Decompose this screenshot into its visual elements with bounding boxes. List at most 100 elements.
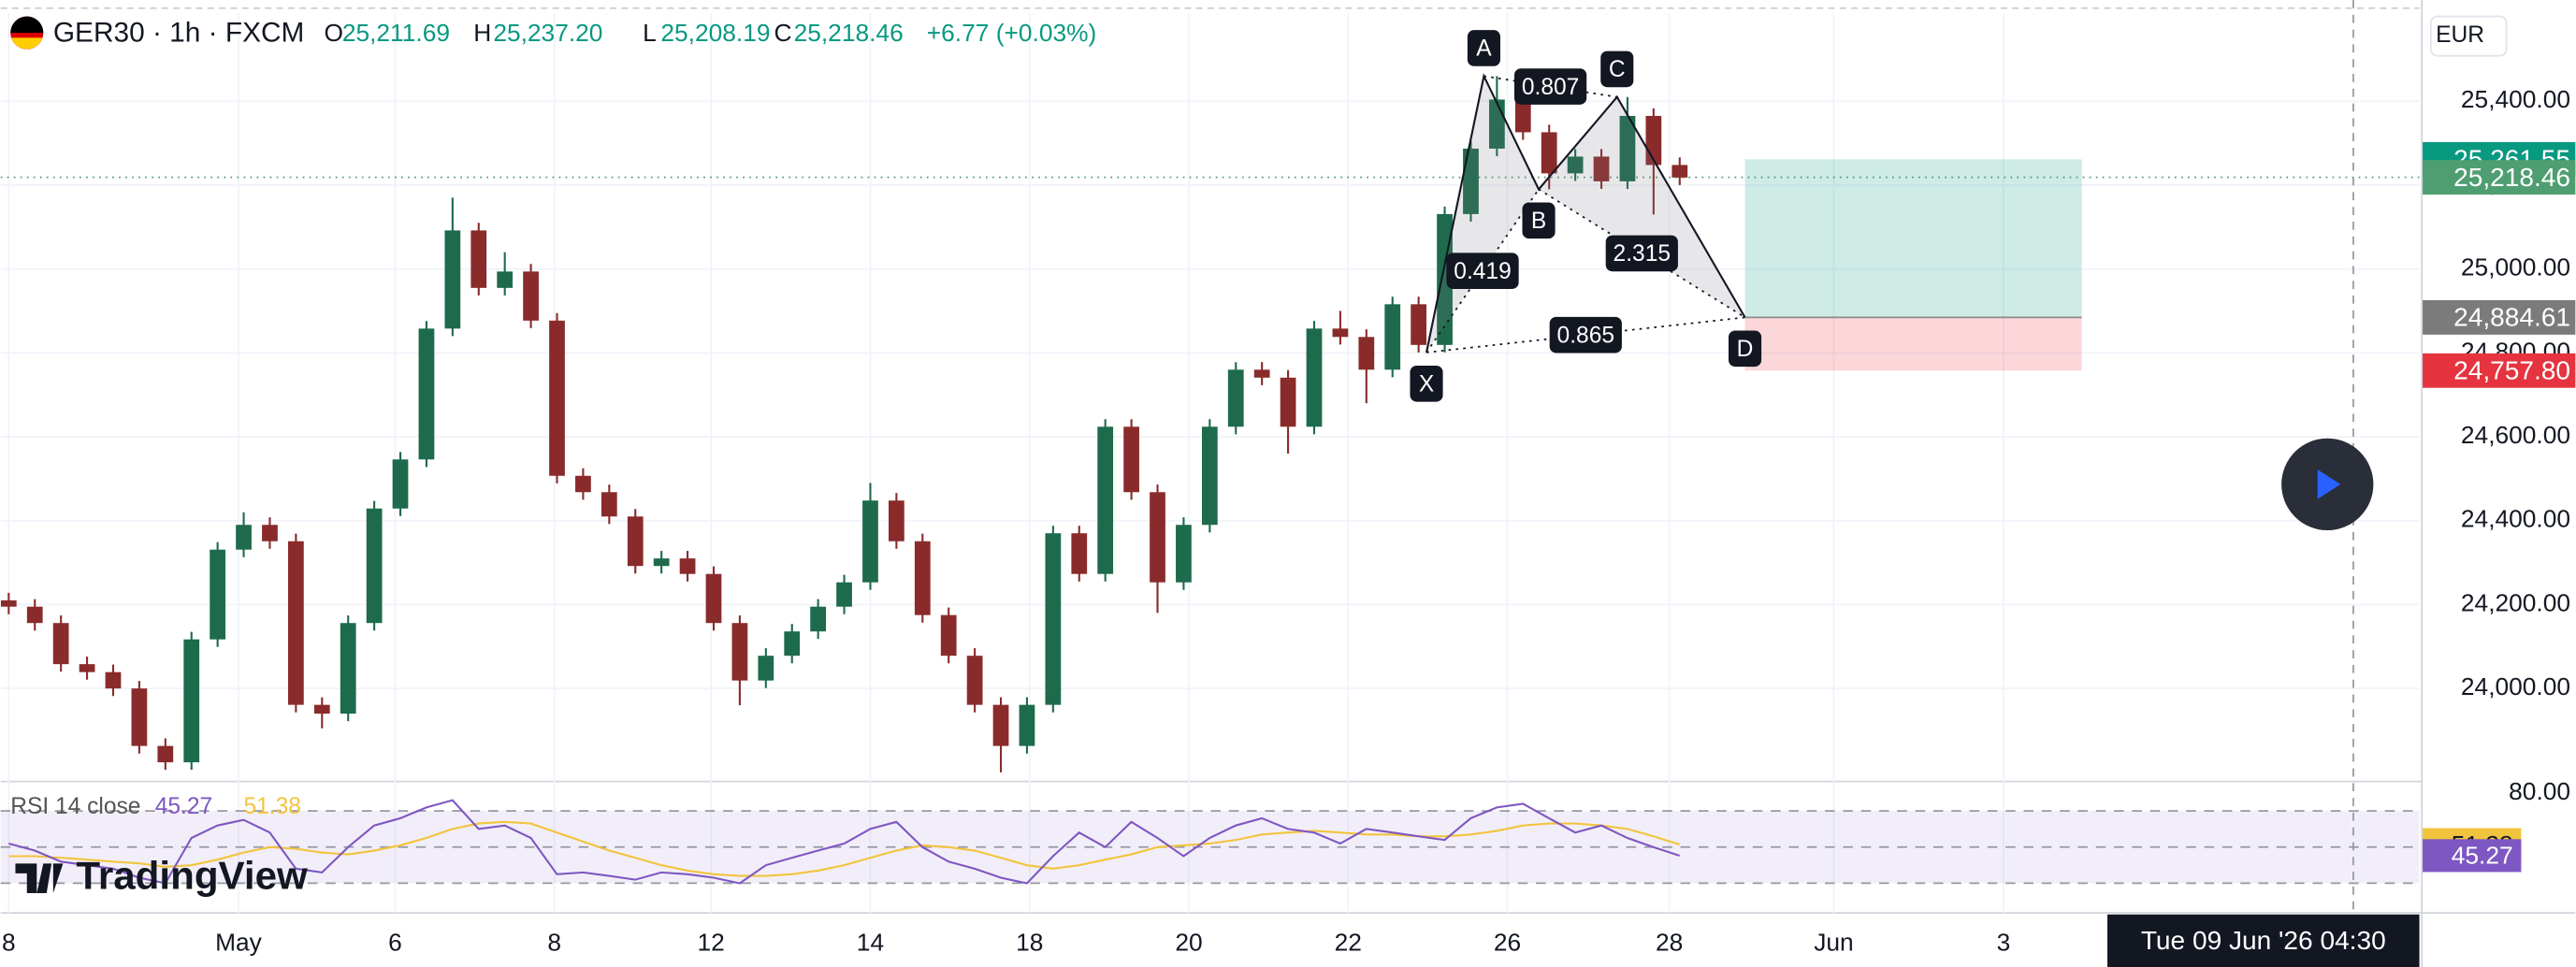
header: GER30 · 1h · FXCM O 25,211.69 H 25,237.2… [10, 16, 1097, 50]
candle-body [523, 271, 539, 321]
candle-body [653, 558, 670, 567]
candle-body [340, 623, 356, 714]
y-tick-label: 24,000.00 [2461, 672, 2570, 700]
candle-body [1201, 426, 1218, 526]
candle-body [79, 664, 95, 672]
candle-body [1227, 369, 1244, 427]
candle-body [1332, 328, 1349, 338]
candle-body [444, 230, 461, 329]
candle-body [1280, 377, 1296, 427]
candle-body [470, 230, 487, 288]
pattern-line [1425, 73, 1746, 354]
y-tick-label: 24,600.00 [2461, 421, 2570, 449]
candle-body [679, 558, 696, 574]
pattern-ratio: 0.807 [1522, 75, 1579, 100]
ohlc-value: 25,218.46 [794, 19, 904, 47]
price-badge [2423, 160, 2576, 195]
pattern-point-box [1522, 202, 1556, 239]
logo: TradingView [15, 853, 308, 897]
candle-body [992, 704, 1009, 746]
x-tick-label: 3 [1997, 928, 2011, 956]
rsi-legend-value: 51.38 [243, 794, 300, 819]
candle-body [287, 541, 304, 705]
x-tick-label: 22 [1335, 928, 1362, 956]
x-tick-label: 8 [547, 928, 561, 956]
pattern-ratio-box [1513, 68, 1587, 105]
ohlc-key: H [473, 19, 491, 47]
candle-body [157, 745, 174, 763]
candle-body [366, 508, 383, 624]
pattern-point-box [1600, 51, 1634, 88]
candle-body [627, 516, 644, 567]
ohlc-value: 25,237.20 [493, 19, 602, 47]
play-icon[interactable] [2317, 469, 2341, 499]
candle-body [914, 541, 931, 615]
candle-body [392, 459, 409, 509]
rsi-badge [2423, 839, 2522, 873]
pattern-point-box [1728, 330, 1762, 368]
candle-body [1306, 328, 1323, 427]
price-badge [2423, 299, 2576, 335]
candle-body [549, 320, 565, 476]
currency-box[interactable] [2429, 15, 2508, 57]
change: +6.77 (+0.03%) [927, 19, 1097, 47]
price-badge [2423, 353, 2576, 388]
candle-body [26, 606, 43, 624]
target-zone [1744, 159, 2082, 318]
candle-body [131, 688, 148, 746]
candle-body [210, 549, 226, 640]
rsi-pane [0, 799, 2420, 885]
candle-body [862, 500, 878, 583]
price-badge-label: 24,884.61 [2453, 303, 2570, 332]
x-tick-label: 12 [698, 928, 725, 956]
candle-body [940, 614, 957, 657]
currency[interactable]: EUR [2436, 22, 2484, 48]
x-tick-label: 28 [1656, 928, 1683, 956]
candle-body [889, 500, 904, 541]
price-badge-label: 25,218.46 [2453, 163, 2570, 192]
y-tick-label: 25,400.00 [2461, 85, 2570, 113]
candle-body [1567, 156, 1584, 174]
x-tick-label: 26 [1494, 928, 1521, 956]
crosshair-time-box [2107, 914, 2420, 967]
candle-body [262, 525, 278, 541]
x-tick-label: 8 [2, 928, 16, 956]
x-tick-label: 20 [1175, 928, 1202, 956]
candle-body [1619, 115, 1636, 181]
candle-body [601, 492, 617, 517]
crosshair-time: Tue 09 Jun '26 04:30 [2141, 926, 2386, 955]
play-button[interactable] [2281, 438, 2374, 531]
candle-body [1045, 533, 1062, 705]
x-tick-label: Jun [1814, 928, 1853, 956]
candle-body [1150, 492, 1165, 583]
ohlc-value: 25,211.69 [342, 19, 450, 47]
price-pane [0, 76, 2420, 772]
candle-body [1463, 148, 1479, 214]
pattern-ratio-box [1446, 253, 1519, 289]
price-badge-label: 24,757.80 [2453, 355, 2570, 384]
x-tick-label: 14 [857, 928, 884, 956]
candle-body [52, 623, 69, 665]
candle-body [836, 582, 852, 607]
candle-body [105, 671, 122, 689]
pattern-ratio: 2.315 [1614, 241, 1671, 267]
pattern-ratio-box [1605, 235, 1678, 272]
y-tick-label: 24,400.00 [2461, 505, 2570, 533]
candle-body [784, 631, 801, 657]
candle-body [0, 599, 17, 607]
ohlc-key: O [325, 19, 343, 47]
rsi-line [8, 820, 1681, 877]
pattern-point-box [1467, 30, 1500, 66]
ohlc-value: 25,208.19 [660, 19, 770, 47]
candle-body [1384, 304, 1401, 370]
pattern-ratio-line [1425, 316, 1745, 354]
symbol: GER30 · 1h · FXCM [53, 18, 305, 49]
ohlc-key: C [774, 19, 792, 47]
y-tick-label: 25,000.00 [2461, 253, 2570, 281]
pattern-point: D [1737, 337, 1754, 362]
stop-zone [1744, 317, 2082, 371]
x-tick-label: 6 [388, 928, 402, 956]
